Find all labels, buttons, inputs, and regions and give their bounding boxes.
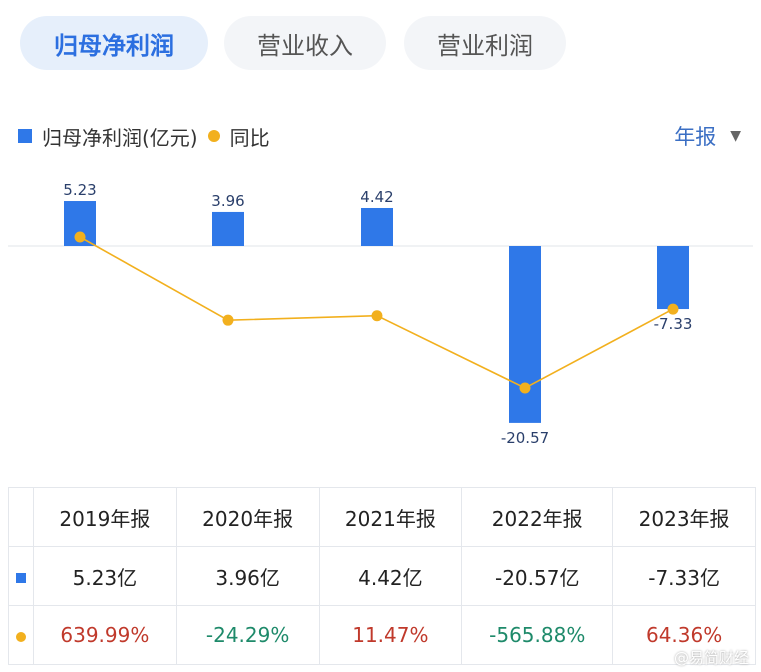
line-legend-label: 同比: [229, 125, 270, 150]
profit-chart: 5.23 3.96 4.42 -20.57 -7.33: [8, 181, 753, 447]
yoy-cell: 11.47%: [318, 605, 463, 665]
yoy-point: [371, 310, 383, 322]
yoy-point: [74, 231, 86, 243]
bar-legend-label: 归母净利润(亿元): [42, 125, 198, 150]
tab-bar: 归母净利润 营业收入 营业利润: [0, 16, 761, 72]
table-header-cell: 2020年报: [175, 487, 320, 547]
yoy-cell: 64.36%: [612, 605, 756, 665]
yoy-row-marker: [8, 605, 34, 665]
line-legend-marker: [207, 130, 220, 142]
table-header-cell: 2022年报: [461, 487, 614, 547]
profit-bar: [361, 207, 393, 246]
profit-cell: 5.23亿: [33, 546, 177, 606]
yoy-point: [519, 382, 531, 394]
table-header-cell: 2023年报: [612, 487, 756, 547]
bar-data-label: 4.42: [360, 188, 393, 206]
yoy-cell: -24.29%: [175, 605, 320, 665]
data-table: 2019年报 2020年报 2021年报 2022年报 2023年报 5.23亿…: [8, 487, 756, 665]
profit-bar: [657, 246, 689, 310]
tab-revenue[interactable]: 营业收入: [224, 16, 386, 70]
yoy-point: [222, 314, 234, 326]
profit-row-marker: [8, 546, 34, 606]
bar-data-label: -20.57: [501, 429, 549, 447]
table-header-row: 2019年报 2020年报 2021年报 2022年报 2023年报: [8, 487, 756, 547]
yoy-point: [667, 303, 679, 315]
table-header-cell: 2019年报: [33, 487, 177, 547]
watermark: @易简财经: [673, 649, 749, 667]
caret-down-icon: ▼: [730, 128, 741, 144]
profit-cell: 3.96亿: [175, 546, 320, 606]
profit-cell: -7.33亿: [612, 546, 756, 606]
profit-cell: -20.57亿: [461, 546, 614, 606]
chart-legend: 归母净利润(亿元) 同比: [18, 120, 270, 152]
period-selector-label: 年报: [674, 125, 717, 149]
profit-cell: 4.42亿: [318, 546, 463, 606]
tab-net-profit[interactable]: 归母净利润: [20, 16, 208, 70]
period-selector[interactable]: 年报 ▼: [674, 120, 741, 152]
table-row-profit: 5.23亿 3.96亿 4.42亿 -20.57亿 -7.33亿: [8, 546, 756, 606]
bar-legend-marker: [18, 129, 32, 143]
bar-data-label: 3.96: [211, 192, 244, 210]
bar-data-label: 5.23: [63, 181, 96, 199]
profit-bar: [212, 211, 244, 246]
table-header-cell: 2021年报: [318, 487, 463, 547]
profit-bar: [509, 246, 541, 423]
yoy-cell: -565.88%: [461, 605, 614, 665]
table-row-yoy: 639.99% -24.29% 11.47% -565.88% 64.36%: [8, 605, 756, 665]
bar-data-label: -7.33: [654, 315, 693, 333]
tab-operating-profit[interactable]: 营业利润: [404, 16, 566, 70]
yoy-cell: 639.99%: [33, 605, 177, 665]
table-corner-cell: [8, 487, 34, 547]
